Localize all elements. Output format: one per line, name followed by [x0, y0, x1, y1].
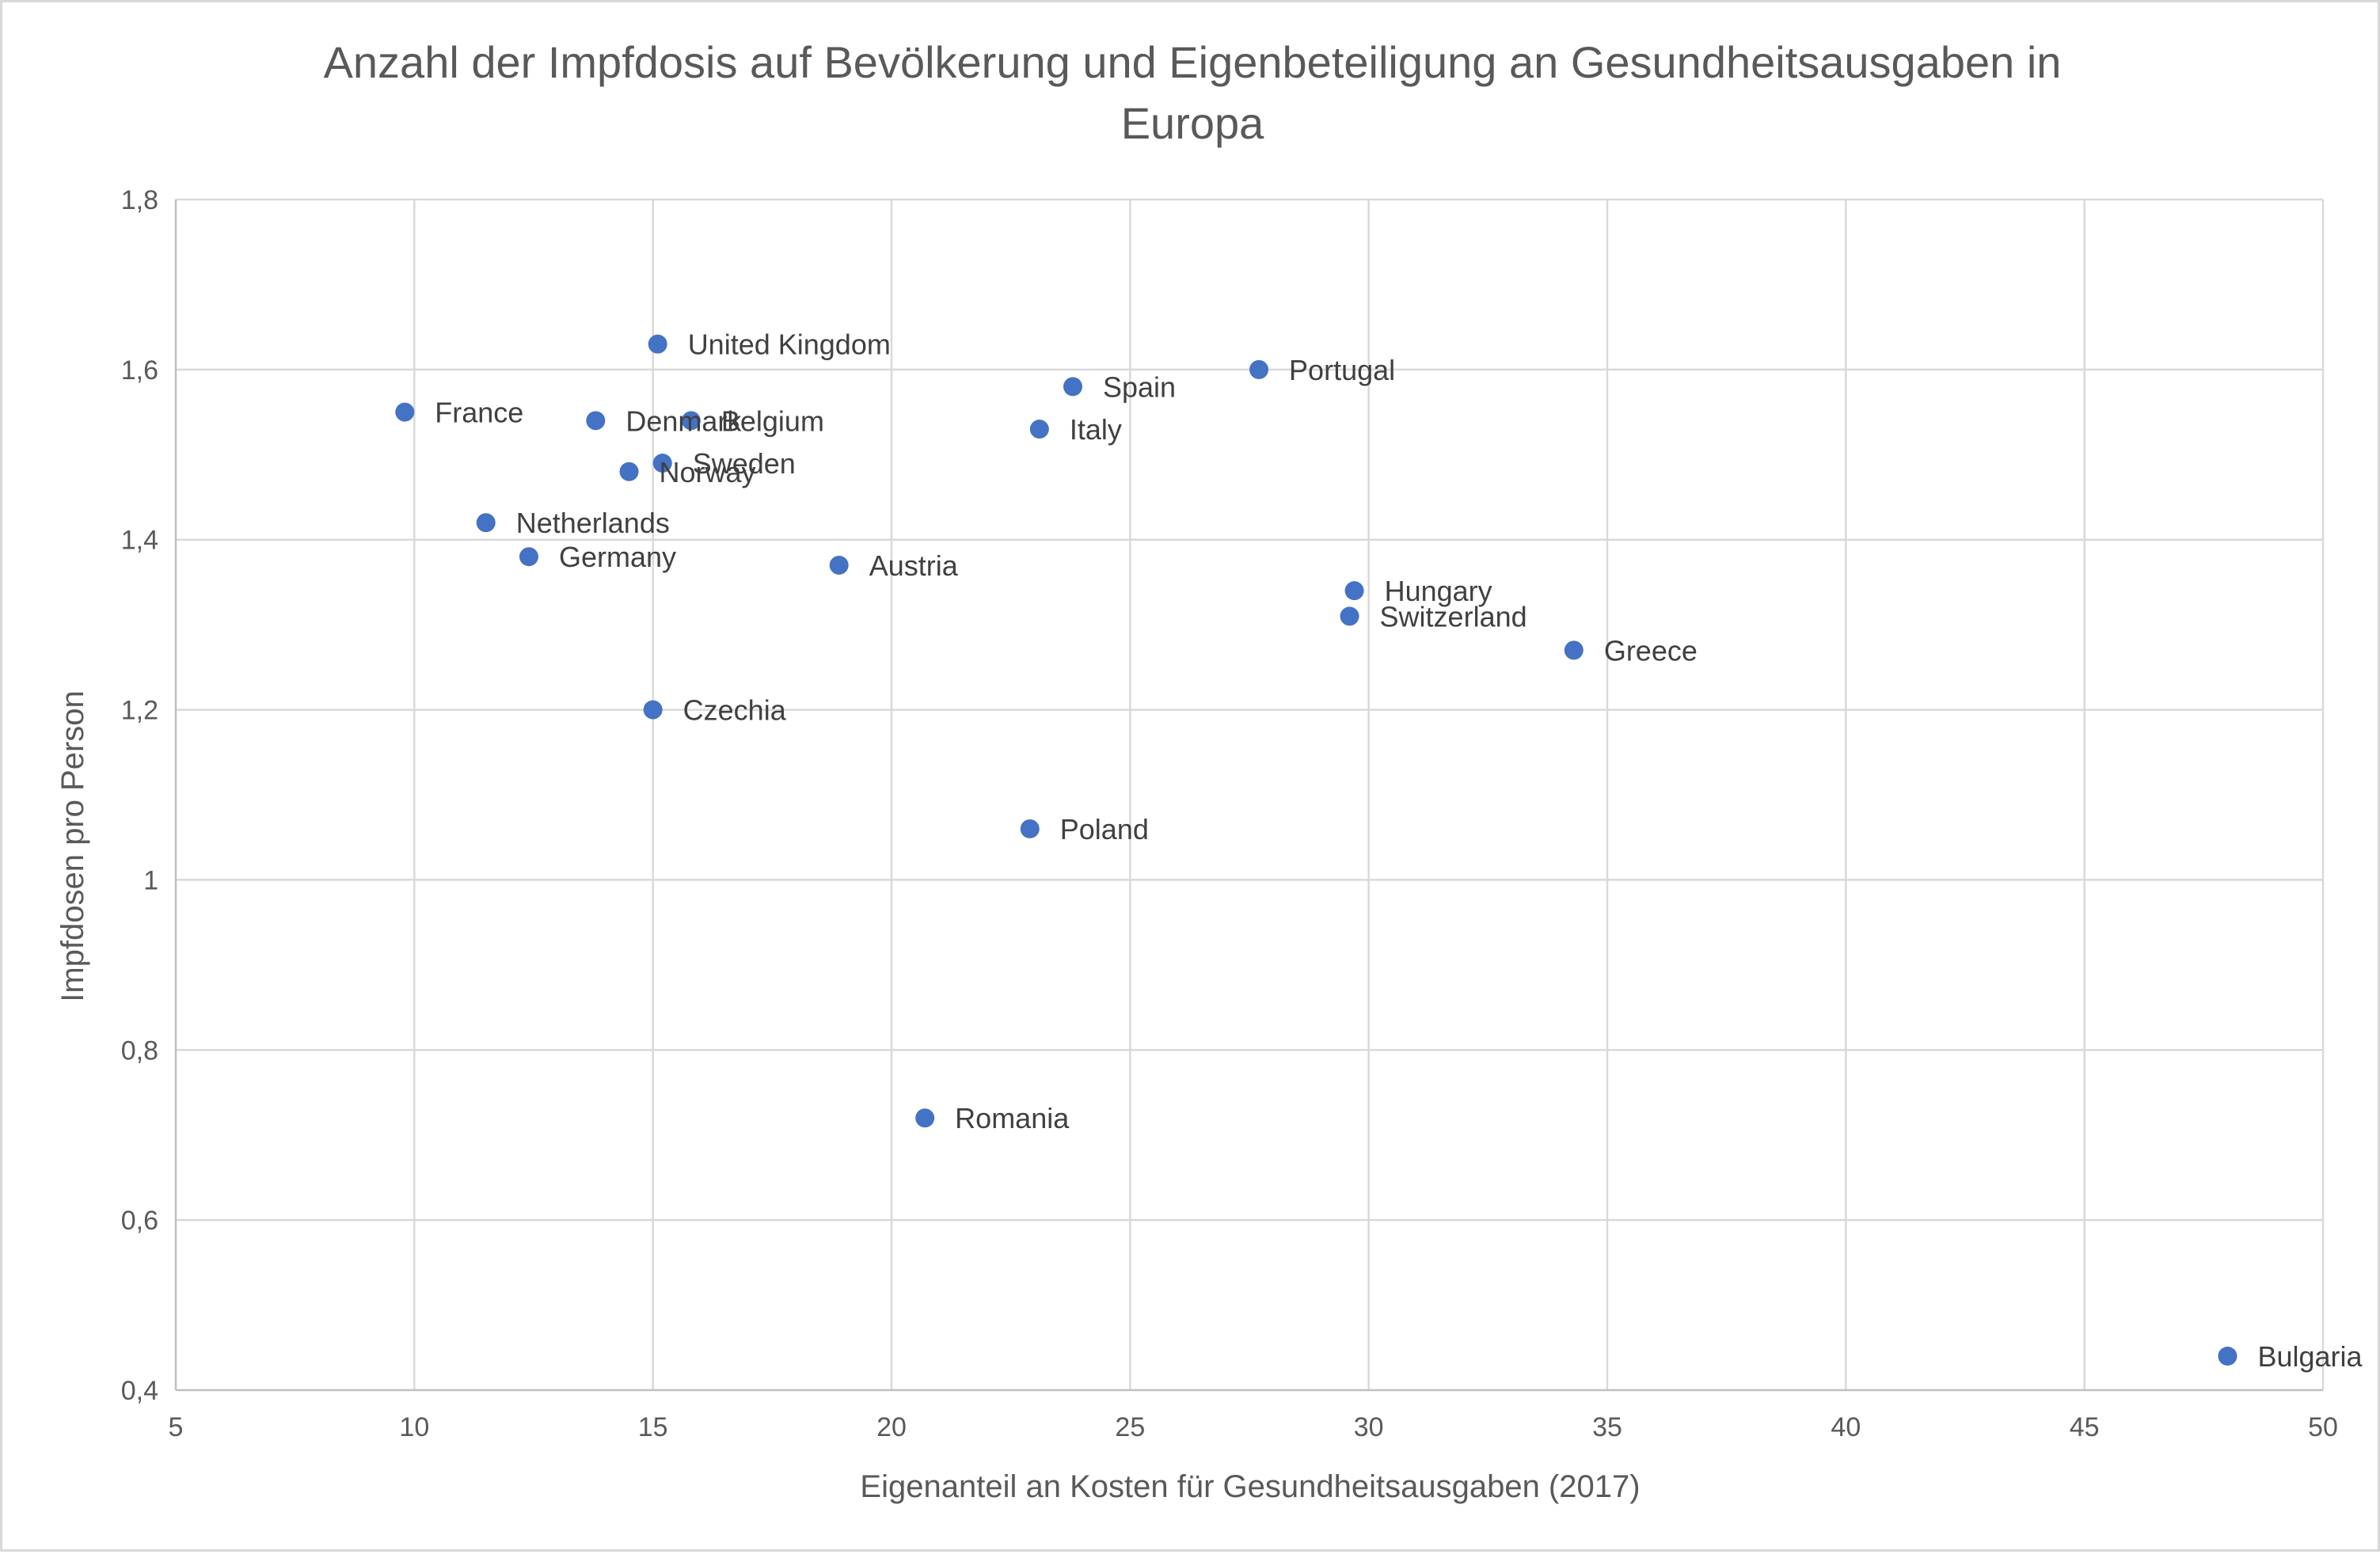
data-point [586, 411, 606, 431]
data-label: Hungary [1385, 575, 1492, 607]
y-tick-label: 0,6 [121, 1206, 158, 1236]
gridlines [176, 198, 2325, 1390]
data-label: Greece [1604, 634, 1698, 667]
data-label: Netherlands [516, 507, 670, 539]
data-label: Spain [1103, 370, 1176, 403]
data-point [1020, 819, 1040, 838]
y-tick-label: 1,8 [121, 185, 158, 215]
x-tick-label: 25 [1115, 1412, 1145, 1442]
data-point [1344, 581, 1364, 601]
data-label: France [435, 397, 523, 429]
y-tick-label: 0,4 [121, 1376, 158, 1406]
data-label: Denmark [625, 405, 742, 437]
data-point [652, 454, 672, 473]
data-point [619, 462, 639, 481]
data-points [395, 334, 2237, 1366]
data-point [395, 402, 415, 422]
axes [174, 199, 2323, 1392]
data-label: Germany [559, 541, 676, 573]
x-tick-label: 40 [1831, 1412, 1861, 1442]
data-label: Portugal [1289, 354, 1395, 386]
chart-title-line-1: Anzahl der Impfdosis auf Bevölkerung und… [324, 37, 2062, 87]
y-tick-label: 1,2 [121, 696, 158, 726]
x-tick-label: 35 [1592, 1412, 1622, 1442]
y-tick-label: 1,4 [121, 526, 158, 556]
y-axis-title: Impfdosen pro Person [55, 690, 90, 1002]
data-point [1249, 359, 1269, 379]
data-point [2218, 1347, 2237, 1366]
data-label: Bulgaria [2257, 1340, 2363, 1373]
data-label: Norway [660, 456, 756, 488]
data-point [915, 1108, 935, 1128]
data-label: Poland [1060, 813, 1149, 845]
x-tick-label: 50 [2308, 1412, 2338, 1442]
x-tick-label: 45 [2070, 1412, 2100, 1442]
data-point [648, 334, 667, 354]
x-tick-label: 10 [399, 1412, 429, 1442]
data-label: Czechia [683, 694, 787, 727]
data-point [829, 555, 849, 575]
data-point [1029, 420, 1049, 439]
data-point [1063, 377, 1083, 397]
tick-labels: 0,4 0,6 0,8 1 1,2 1,4 1,6 1,8 5 10 15 20 25 30 35 40 45 5… [121, 185, 2338, 1442]
x-axis-title: Eigenanteil an Kosten für Gesundheitsaus… [860, 1469, 1640, 1504]
x-tick-label: 30 [1354, 1412, 1384, 1442]
x-tick-label: 20 [876, 1412, 907, 1442]
y-tick-label: 0,8 [121, 1035, 158, 1066]
data-label: Belgium [721, 405, 824, 437]
data-point [643, 700, 663, 720]
data-label: Switzerland [1380, 600, 1527, 633]
data-point [519, 547, 538, 567]
data-point [1340, 606, 1359, 626]
data-point [476, 513, 496, 533]
data-label: United Kingdom [688, 329, 891, 361]
data-label: Romania [955, 1102, 1070, 1134]
data-label: Sweden [693, 447, 796, 480]
data-label: Austria [869, 549, 959, 582]
y-tick-label: 1 [143, 865, 158, 895]
data-point [1564, 640, 1583, 660]
data-point [681, 411, 701, 431]
x-tick-label: 15 [638, 1412, 668, 1442]
chart-title-line-2: Europa [1121, 98, 1264, 148]
x-tick-label: 5 [169, 1412, 184, 1442]
y-tick-label: 1,6 [121, 355, 158, 386]
data-label: Italy [1070, 413, 1122, 446]
